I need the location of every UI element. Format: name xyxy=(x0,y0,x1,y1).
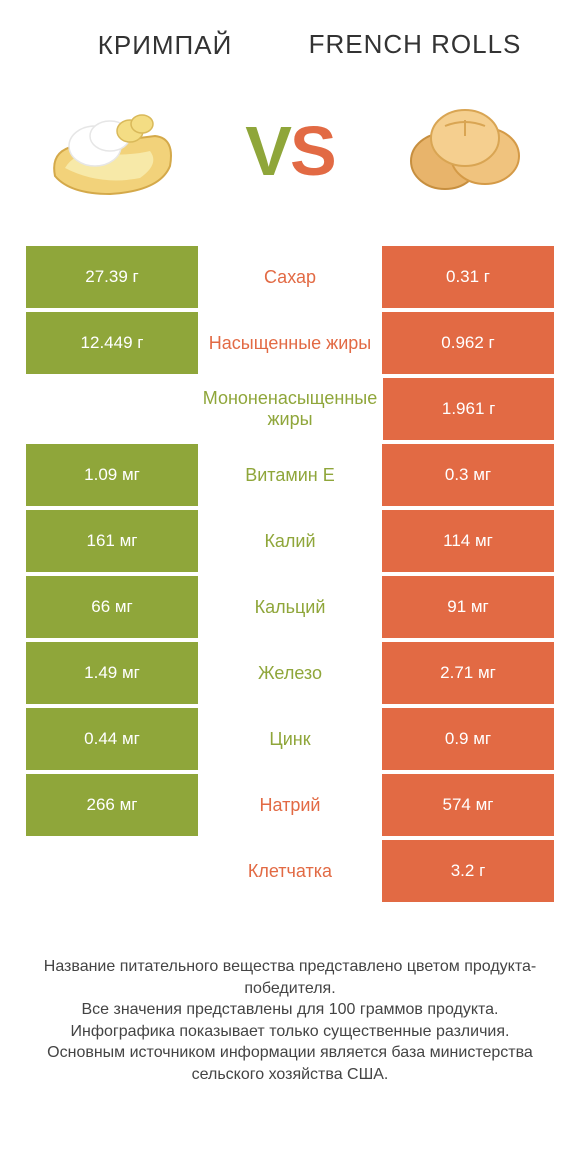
nutrient-label: Витамин E xyxy=(198,444,382,506)
table-row: 12.449 гНасыщенные жиры0.962 г xyxy=(26,312,554,374)
footer-line: Основным источником информации является … xyxy=(30,1042,550,1085)
right-value: 0.31 г xyxy=(382,246,554,308)
versus-row: VS xyxy=(0,71,580,246)
left-value: 27.39 г xyxy=(26,246,198,308)
vs-s: S xyxy=(290,112,335,190)
right-value: 0.3 мг xyxy=(382,444,554,506)
left-value: 12.449 г xyxy=(26,312,198,374)
footer-line: Название питательного вещества представл… xyxy=(30,956,550,999)
table-row: 266 мгНатрий574 мг xyxy=(26,774,554,836)
table-row: 7.336 гМононенасыщенные жиры1.961 г xyxy=(26,378,554,440)
table-row: 1.49 мгЖелезо2.71 мг xyxy=(26,642,554,704)
right-value: 574 мг xyxy=(382,774,554,836)
french-rolls-icon xyxy=(390,91,540,211)
vs-label: VS xyxy=(245,111,334,191)
nutrient-label: Цинк xyxy=(198,708,382,770)
table-row: 1.09 мгВитамин E0.3 мг xyxy=(26,444,554,506)
nutrient-label: Насыщенные жиры xyxy=(198,312,382,374)
nutrient-label: Натрий xyxy=(198,774,382,836)
right-value: 91 мг xyxy=(382,576,554,638)
left-value: 7.336 г xyxy=(26,378,197,440)
nutrient-label: Сахар xyxy=(198,246,382,308)
nutrient-label: Калий xyxy=(198,510,382,572)
left-value: 1.49 мг xyxy=(26,642,198,704)
table-row: 0.8 гКлетчатка3.2 г xyxy=(26,840,554,902)
cream-pie-icon xyxy=(40,91,190,211)
right-value: 2.71 мг xyxy=(382,642,554,704)
left-value: 0.44 мг xyxy=(26,708,198,770)
left-value: 1.09 мг xyxy=(26,444,198,506)
right-value: 1.961 г xyxy=(383,378,554,440)
nutrient-label: Железо xyxy=(198,642,382,704)
right-value: 3.2 г xyxy=(382,840,554,902)
table-row: 161 мгКалий114 мг xyxy=(26,510,554,572)
right-value: 0.9 мг xyxy=(382,708,554,770)
table-row: 0.44 мгЦинк0.9 мг xyxy=(26,708,554,770)
header: Кримпай French rolls xyxy=(0,0,580,71)
title-left: Кримпай xyxy=(40,30,290,61)
left-value: 66 мг xyxy=(26,576,198,638)
left-value: 266 мг xyxy=(26,774,198,836)
vs-v: V xyxy=(245,112,290,190)
nutrient-label: Кальций xyxy=(198,576,382,638)
nutrient-label: Клетчатка xyxy=(198,840,382,902)
footer-line: Все значения представлены для 100 граммо… xyxy=(30,999,550,1021)
right-value: 0.962 г xyxy=(382,312,554,374)
nutrition-table: 27.39 гСахар0.31 г12.449 гНасыщенные жир… xyxy=(0,246,580,902)
right-value: 114 мг xyxy=(382,510,554,572)
title-right: French rolls xyxy=(290,30,540,60)
table-row: 66 мгКальций91 мг xyxy=(26,576,554,638)
footer-notes: Название питательного вещества представл… xyxy=(0,906,580,1086)
table-row: 27.39 гСахар0.31 г xyxy=(26,246,554,308)
left-value: 0.8 г xyxy=(26,840,198,902)
left-value: 161 мг xyxy=(26,510,198,572)
footer-line: Инфографика показывает только существенн… xyxy=(30,1021,550,1043)
nutrient-label: Мононенасыщенные жиры xyxy=(197,378,383,440)
